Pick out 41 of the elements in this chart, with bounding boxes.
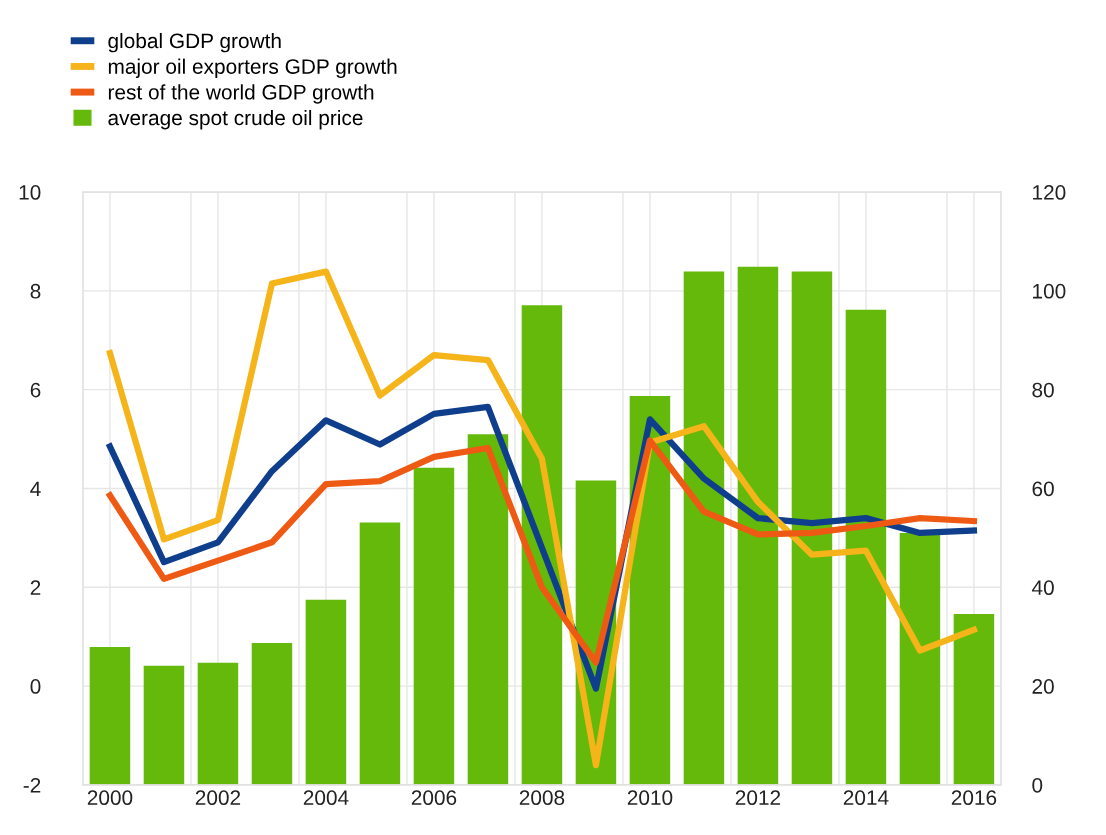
bar <box>143 665 185 785</box>
legend-label: rest of the world GDP growth <box>108 84 374 104</box>
y2-tick-label: 120 <box>1033 185 1066 200</box>
y-tick-label: 10 <box>19 185 41 200</box>
x-tick-label: 2012 <box>735 790 781 806</box>
y2-tick-label: 80 <box>1032 382 1054 398</box>
y-tick-label: -2 <box>23 777 41 793</box>
y2-tick-label: 100 <box>1033 283 1066 299</box>
y-tick-label: 0 <box>30 679 41 694</box>
bar <box>305 599 347 785</box>
bar <box>413 467 455 785</box>
bar <box>467 434 509 785</box>
bar <box>845 309 887 785</box>
x-tick-label: 2014 <box>843 790 889 806</box>
x-tick-label: 2002 <box>195 790 241 806</box>
x-tick-label: 2000 <box>87 790 133 806</box>
y-tick-label: 2 <box>30 580 41 595</box>
y-tick-label: 4 <box>30 481 41 497</box>
bar <box>899 532 941 785</box>
x-tick-label: 2016 <box>951 790 997 806</box>
bar <box>683 271 725 785</box>
y2-tick-label: 60 <box>1032 481 1054 497</box>
bar <box>251 643 293 785</box>
y2-tick-label: 0 <box>1032 777 1043 793</box>
bar <box>197 662 239 785</box>
y2-tick-label: 40 <box>1031 580 1054 596</box>
y-tick-label: 8 <box>30 283 41 299</box>
bar <box>737 266 779 785</box>
legend-label: average spot crude oil price <box>108 109 363 130</box>
x-tick-label: 2006 <box>411 790 457 806</box>
bar <box>359 522 401 785</box>
x-tick-label: 2010 <box>627 790 673 806</box>
x-tick-label: 2008 <box>519 790 565 806</box>
legend-label: global GDP growth <box>108 32 281 53</box>
bar <box>953 613 995 785</box>
bar <box>89 647 131 785</box>
y-tick-label: 6 <box>30 382 41 398</box>
legend-label: major oil exporters GDP growth <box>108 58 397 79</box>
x-tick-label: 2004 <box>303 790 349 806</box>
y2-tick-label: 20 <box>1032 679 1054 694</box>
bar <box>791 271 833 785</box>
